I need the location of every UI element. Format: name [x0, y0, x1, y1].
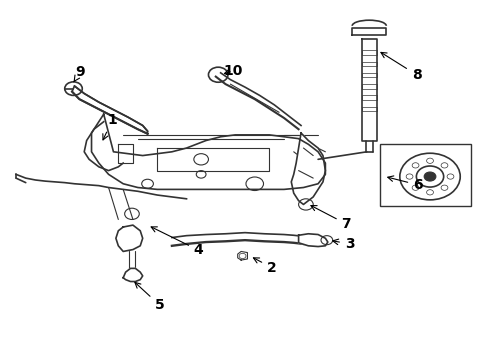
Bar [362, 50, 376, 55]
Text: 10: 10 [223, 64, 243, 78]
Polygon shape [116, 225, 143, 251]
Polygon shape [216, 73, 301, 129]
Polygon shape [298, 234, 328, 247]
Bar [362, 95, 376, 100]
Bar [362, 107, 376, 111]
Text: 9: 9 [74, 65, 85, 82]
Bar [362, 73, 376, 77]
Text: 3: 3 [333, 237, 355, 251]
Text: 8: 8 [381, 53, 421, 82]
Polygon shape [92, 114, 325, 189]
Circle shape [424, 172, 436, 181]
Polygon shape [72, 86, 147, 134]
Text: 5: 5 [135, 282, 165, 312]
Text: 4: 4 [151, 227, 203, 257]
Text: 7: 7 [311, 206, 351, 231]
Bar [362, 84, 376, 89]
Text: 6: 6 [388, 176, 423, 192]
Polygon shape [291, 133, 325, 204]
Bar [362, 62, 376, 66]
Text: 2: 2 [253, 258, 277, 275]
Polygon shape [362, 39, 376, 140]
Polygon shape [123, 268, 143, 282]
Text: 1: 1 [103, 113, 117, 140]
Bar [380, 144, 470, 206]
Polygon shape [352, 28, 386, 35]
Polygon shape [238, 251, 247, 260]
